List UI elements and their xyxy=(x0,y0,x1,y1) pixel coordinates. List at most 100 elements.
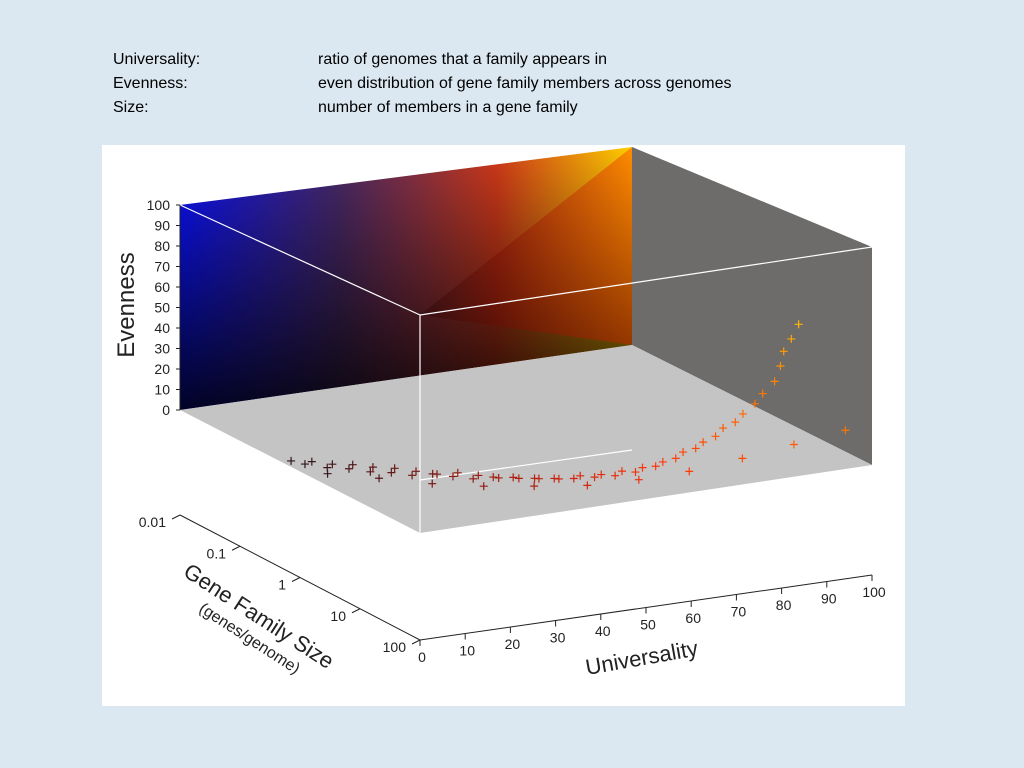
data-point xyxy=(634,475,643,484)
data-point xyxy=(776,361,785,370)
x-tick-label: 90 xyxy=(821,591,837,607)
data-point xyxy=(530,482,539,491)
x-tick-label: 40 xyxy=(595,623,611,639)
x-tick-label: 80 xyxy=(776,597,792,613)
y-tick-label: 10 xyxy=(154,382,170,398)
z-tick-label: 0.1 xyxy=(207,545,227,561)
z-tick-label: 100 xyxy=(383,639,407,655)
x-tick-label: 70 xyxy=(731,604,747,620)
y-tick-label: 40 xyxy=(154,320,170,336)
data-point xyxy=(685,467,694,476)
data-point xyxy=(750,399,759,408)
y-tick-label: 100 xyxy=(147,197,171,213)
definition-text: even distribution of gene family members… xyxy=(318,75,732,92)
definition-term: Universality: xyxy=(113,51,201,68)
data-point xyxy=(433,470,442,479)
data-point xyxy=(494,473,503,482)
data-point xyxy=(408,471,417,480)
data-point xyxy=(323,469,332,478)
floor-plane xyxy=(180,345,872,533)
z-tick-label: 10 xyxy=(330,608,346,624)
data-point xyxy=(387,468,396,477)
data-point xyxy=(738,409,747,418)
definition-term: Size: xyxy=(113,99,149,116)
z-axis-tick xyxy=(171,514,181,520)
data-point xyxy=(789,440,798,449)
z-tick-label: 1 xyxy=(278,577,286,593)
data-point xyxy=(583,481,592,490)
x-tick-label: 10 xyxy=(459,643,475,659)
box-edges xyxy=(179,204,873,533)
data-point xyxy=(344,464,353,473)
data-point xyxy=(590,473,599,482)
z-axis-tick xyxy=(351,608,361,614)
data-point xyxy=(658,457,667,466)
x-tick-label: 30 xyxy=(550,630,566,646)
axes: 0 10 20 30 40 50 60 70 80 90 100 0.01 0.1 1 10 100 0 10 20… xyxy=(139,197,886,665)
data-point xyxy=(841,426,850,435)
y-tick-label: 90 xyxy=(154,218,170,234)
data-point xyxy=(300,460,309,469)
data-point xyxy=(469,474,478,483)
x-tick-label: 50 xyxy=(640,617,656,633)
definition-evenness: Evenness: even distribution of gene fami… xyxy=(113,72,913,96)
data-point xyxy=(611,471,620,480)
data-point xyxy=(679,448,688,457)
data-point xyxy=(794,320,803,329)
y-axis-label: Evenness xyxy=(113,252,140,357)
data-point xyxy=(787,334,796,343)
data-point xyxy=(731,418,740,427)
x-tick-label: 20 xyxy=(505,636,521,652)
definition-term: Evenness: xyxy=(113,75,188,92)
z-axis-tick xyxy=(231,545,241,551)
data-point xyxy=(631,468,640,477)
x-tick-label: 60 xyxy=(685,610,701,626)
data-point xyxy=(711,432,720,441)
data-point xyxy=(479,482,488,491)
data-point xyxy=(428,479,437,488)
y-tick-label: 20 xyxy=(154,361,170,377)
y-tick-label: 0 xyxy=(162,402,170,418)
data-point xyxy=(671,454,680,463)
data-point xyxy=(719,424,728,433)
definitions-list: Universality: ratio of genomes that a fa… xyxy=(113,48,913,120)
data-point xyxy=(576,471,585,480)
data-point xyxy=(779,347,788,356)
data-point xyxy=(758,389,767,398)
data-point xyxy=(569,474,578,483)
data-point xyxy=(390,464,399,473)
data-point xyxy=(651,462,660,471)
data-point xyxy=(348,460,357,469)
y-tick-label: 80 xyxy=(154,238,170,254)
chart-panel: 0 10 20 30 40 50 60 70 80 90 100 0.01 0.1 1 10 100 0 10 20… xyxy=(102,145,905,706)
y-tick-label: 60 xyxy=(154,279,170,295)
y-tick-label: 50 xyxy=(154,300,170,316)
definition-text: number of members in a gene family xyxy=(318,99,578,116)
data-points xyxy=(287,320,850,491)
scatter-3d-chart: 0 10 20 30 40 50 60 70 80 90 100 0.01 0.1 1 10 100 0 10 20… xyxy=(113,147,886,680)
z-tick-label: 0.01 xyxy=(139,514,166,530)
data-point xyxy=(448,472,457,481)
right-wall xyxy=(632,147,872,465)
data-point xyxy=(554,474,563,483)
data-point xyxy=(638,463,647,472)
data-point xyxy=(597,470,606,479)
data-point xyxy=(617,467,626,476)
y-tick-label: 70 xyxy=(154,259,170,275)
back-wall xyxy=(180,147,632,410)
data-point xyxy=(474,471,483,480)
data-point xyxy=(328,460,337,469)
x-axis-label: Universality xyxy=(584,636,700,680)
definition-text: ratio of genomes that a family appears i… xyxy=(318,51,608,68)
definition-size: Size: number of members in a gene family xyxy=(113,96,913,120)
z-axis-tick xyxy=(291,577,301,582)
data-point xyxy=(738,454,747,463)
y-tick-label: 30 xyxy=(154,341,170,357)
x-tick-label: 0 xyxy=(418,649,426,665)
data-point xyxy=(307,457,316,466)
data-point xyxy=(514,474,523,483)
data-point xyxy=(691,444,700,453)
data-point xyxy=(412,467,421,476)
definition-universality: Universality: ratio of genomes that a fa… xyxy=(113,48,913,72)
data-point xyxy=(489,473,498,482)
